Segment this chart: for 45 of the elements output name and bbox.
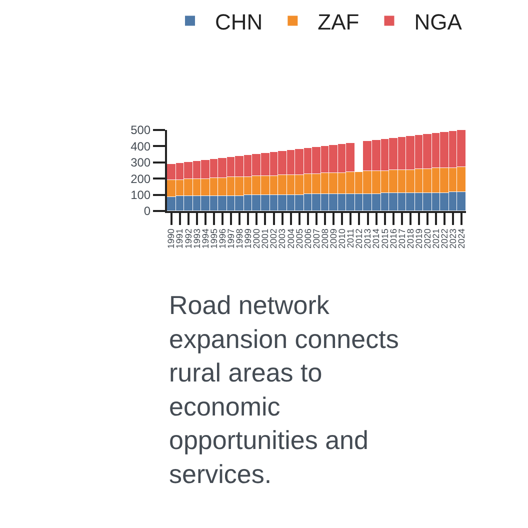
x-tick-label: 1995 — [208, 228, 219, 249]
x-tick-label: 1998 — [234, 228, 245, 249]
x-tick-label: 2015 — [380, 228, 390, 249]
x-tick-label: 1999 — [243, 228, 254, 249]
x-tick-label: 2002 — [268, 228, 279, 249]
y-tick-label: 100 — [130, 188, 151, 202]
x-tick-label: 2022 — [440, 228, 450, 249]
y-tick-label: 500 — [130, 123, 151, 138]
x-tick-label: 2017 — [396, 228, 407, 249]
x-tick-label: 2007 — [311, 228, 322, 249]
x-tick-label: 2003 — [277, 228, 288, 249]
x-tick-label: 1994 — [200, 228, 210, 249]
x-tick-label: 2010 — [337, 228, 348, 249]
x-tick-label: 1997 — [226, 228, 236, 249]
x-tick-label: 2008 — [320, 228, 330, 249]
x-tick-label: 2024 — [456, 228, 467, 249]
x-tick-label: 2011 — [346, 228, 356, 248]
x-tick-label: 2006 — [302, 228, 313, 249]
legend-label: NGA — [414, 9, 462, 34]
legend-label: CHN — [215, 9, 263, 34]
x-tick-label: 2023 — [448, 228, 458, 249]
x-tick-label: 1991 — [174, 228, 185, 249]
x-tick-label: 1993 — [192, 228, 202, 249]
x-tick-label: 2009 — [328, 228, 339, 249]
text: Road network expansion connects rural areas to economic opportunities and services. — [169, 290, 399, 489]
y-tick-label: 0 — [144, 204, 151, 218]
x-tick-label: 2004 — [286, 228, 296, 249]
x-tick-label: 2021 — [431, 228, 442, 249]
y-tick-label: 300 — [130, 156, 151, 170]
x-tick-label: 1990 — [166, 228, 176, 249]
y-tick-label: 400 — [130, 139, 151, 154]
x-tick-label: 2013 — [362, 228, 373, 249]
x-tick-label: 2005 — [294, 228, 304, 249]
x-tick-label: 2014 — [371, 228, 382, 249]
x-tick-label: 2012 — [354, 228, 364, 249]
x-tick-label: 2001 — [260, 228, 270, 249]
x-tick-label: 2019 — [414, 228, 424, 249]
x-tick-label: 2016 — [388, 228, 398, 249]
x-tick-label: 2018 — [405, 228, 416, 249]
x-tick-label: 1992 — [183, 228, 194, 249]
y-tick-label: 200 — [130, 172, 151, 186]
legend-label: ZAF — [318, 9, 360, 34]
x-tick-label: 1996 — [217, 228, 228, 249]
x-tick-label: 2000 — [252, 228, 262, 249]
x-tick-label: 2020 — [422, 228, 432, 249]
